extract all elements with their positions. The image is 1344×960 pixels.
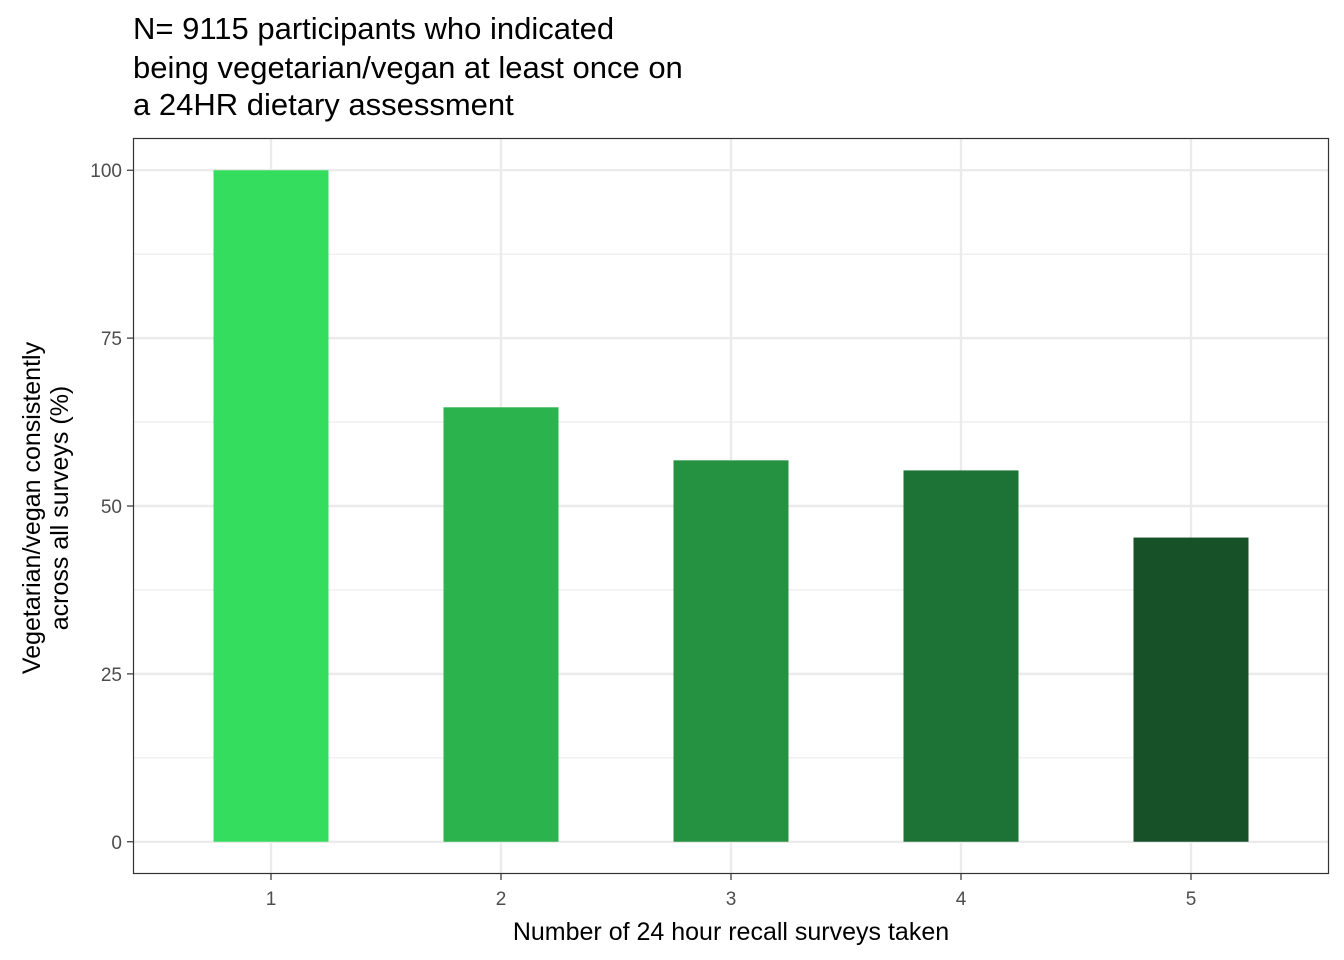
chart-title: N= 9115 participants who indicated being… — [133, 11, 683, 122]
y-axis-title-line-1: Vegetarian/vegan consistently — [18, 341, 46, 674]
x-tick-label: 1 — [266, 889, 277, 910]
y-tick-label: 0 — [111, 833, 122, 854]
y-tick-label: 75 — [101, 329, 122, 350]
y-axis-title-line-2: across all surveys (%) — [46, 386, 74, 631]
bar-3 — [673, 460, 789, 842]
bar-2 — [443, 407, 559, 842]
x-tick-label: 5 — [1186, 889, 1197, 910]
y-axis-title: Vegetarian/vegan consistently across all… — [18, 341, 74, 674]
chart-title-line-3: a 24HR dietary assessment — [133, 87, 514, 122]
x-tick-label: 4 — [956, 889, 967, 910]
plot-panel-border — [132, 137, 1330, 875]
chart-title-line-1: N= 9115 participants who indicated — [133, 11, 614, 46]
bar-4 — [903, 470, 1019, 842]
y-tick-label: 100 — [90, 161, 122, 182]
x-tick-label: 3 — [726, 889, 737, 910]
x-axis: 1 2 3 4 5 — [266, 874, 1197, 910]
bars — [213, 170, 1249, 842]
y-axis: 0 25 50 75 100 — [90, 161, 133, 854]
bar-1 — [213, 170, 329, 842]
bar-5 — [1133, 537, 1249, 842]
y-tick-label: 25 — [101, 665, 122, 686]
x-axis-title: Number of 24 hour recall surveys taken — [513, 918, 949, 946]
y-tick-label: 50 — [101, 497, 122, 518]
chart-title-line-2: being vegetarian/vegan at least once on — [133, 50, 683, 85]
x-tick-label: 2 — [496, 889, 507, 910]
